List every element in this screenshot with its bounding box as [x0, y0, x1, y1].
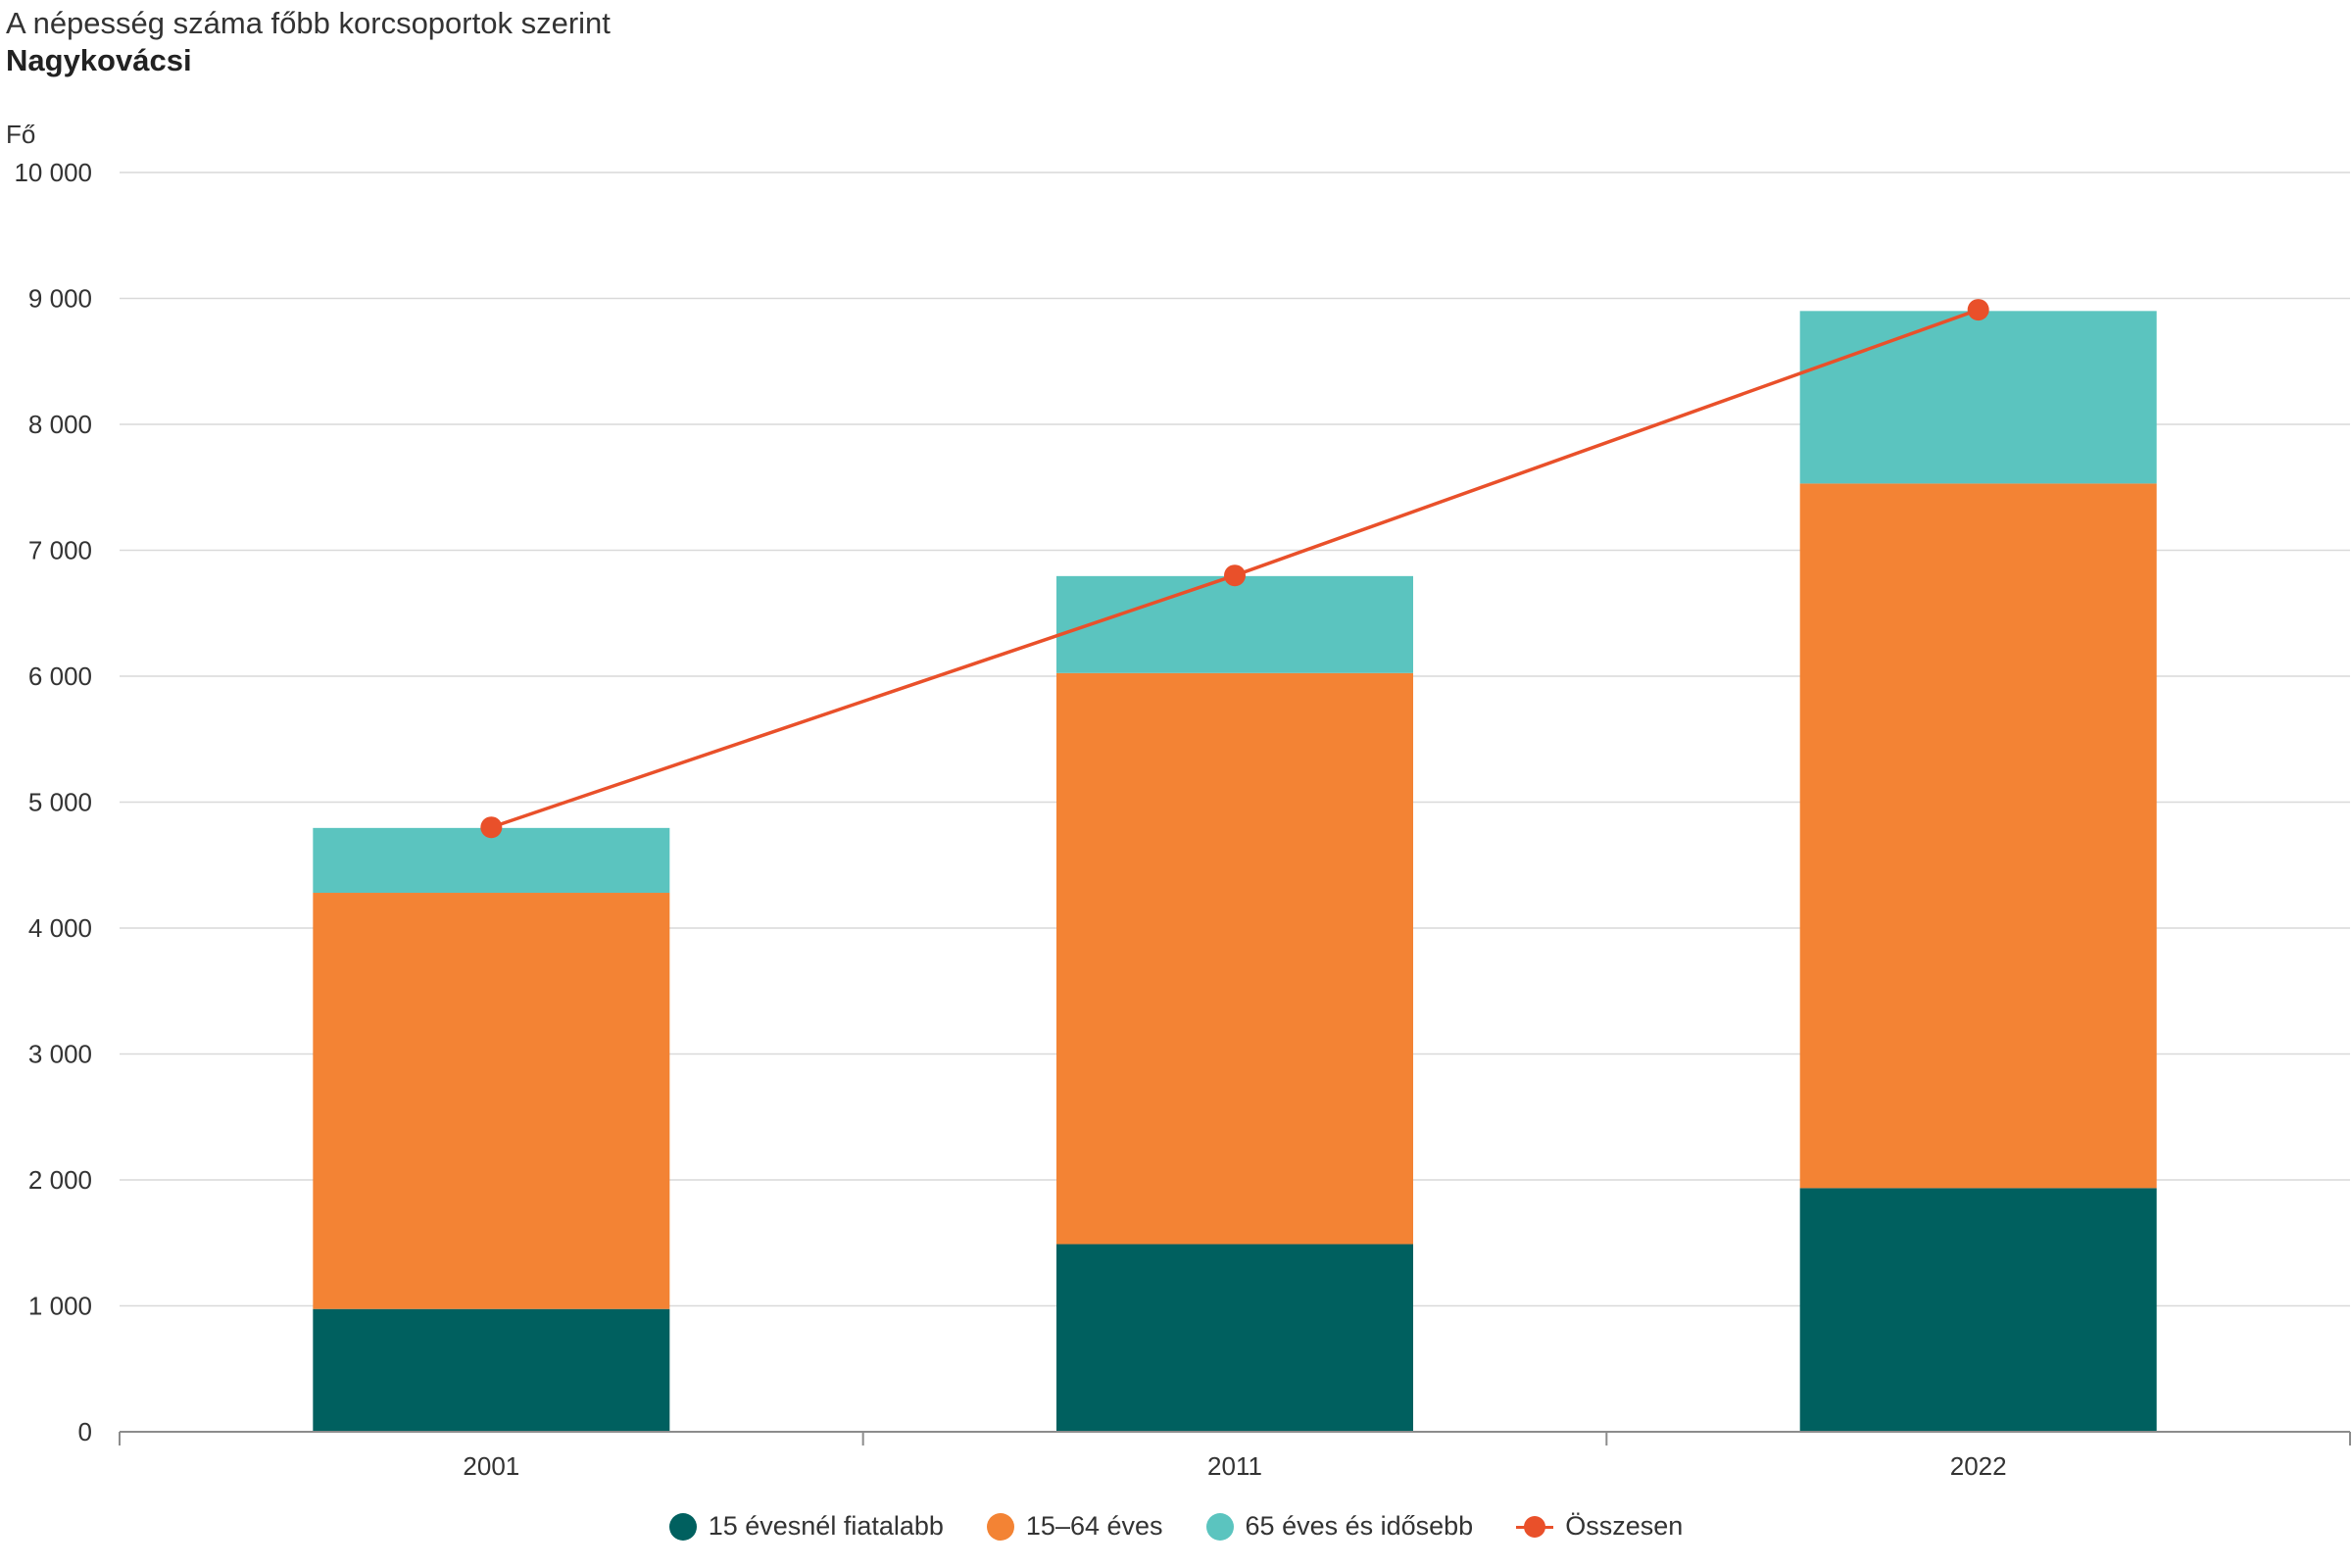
bar-segment	[1799, 311, 2157, 484]
y-tick-label: 1 000	[28, 1292, 92, 1321]
y-tick-label: 7 000	[28, 536, 92, 565]
legend-item[interactable]: 15 évesnél fiatalabb	[668, 1511, 944, 1542]
y-tick-label: 9 000	[28, 284, 92, 314]
y-axis-label: Fő	[6, 120, 35, 149]
y-tick-label: 6 000	[28, 662, 92, 691]
y-tick-label: 8 000	[28, 410, 92, 439]
bar-segment	[1799, 1188, 2157, 1432]
legend-item[interactable]: 15–64 éves	[986, 1511, 1163, 1542]
total-point	[1224, 564, 1246, 587]
total-point	[1967, 299, 1989, 321]
bar-segment	[313, 893, 670, 1309]
bars	[313, 311, 2157, 1432]
y-tick-label: 4 000	[28, 913, 92, 943]
x-tick-label: 2001	[463, 1451, 519, 1481]
legend-swatch	[668, 1512, 697, 1541]
chart-title: A népesség száma főbb korcsoportok szeri…	[6, 6, 611, 40]
total-line	[480, 299, 1989, 839]
bar-segment	[1056, 575, 1413, 673]
legend-label: 15–64 éves	[1025, 1511, 1163, 1541]
x-tick-label: 2022	[1950, 1451, 2007, 1481]
legend-label: Összesen	[1565, 1511, 1684, 1541]
legend-item[interactable]: 65 éves és idősebb	[1205, 1511, 1474, 1542]
y-tick-label: 10 000	[14, 158, 92, 187]
y-tick-label: 0	[78, 1417, 92, 1446]
legend-swatch	[1516, 1513, 1554, 1541]
legend-label: 65 éves és idősebb	[1245, 1511, 1474, 1541]
bar-segment	[1799, 483, 2157, 1189]
legend-swatch	[986, 1512, 1014, 1541]
chart-subtitle: Nagykovácsi	[6, 43, 192, 77]
legend-swatch	[1205, 1512, 1234, 1541]
bar-segment	[1056, 1244, 1413, 1432]
y-tick-label: 3 000	[28, 1040, 92, 1069]
axes: 0 1 000 2 000 3 000 4 000 5 000 6 000 7 000 8 00…	[6, 120, 2351, 1481]
bar-segment	[313, 1308, 670, 1432]
y-tick-label: 2 000	[28, 1165, 92, 1195]
legend-label: 15 évesnél fiatalabb	[708, 1511, 944, 1541]
bar-segment	[1056, 672, 1413, 1245]
y-tick-label: 5 000	[28, 788, 92, 817]
legend: 15 évesnél fiatalabb 15–64 éves 65 éves és…	[0, 1511, 2352, 1542]
x-tick-label: 2011	[1207, 1451, 1262, 1481]
legend-item[interactable]: Összesen	[1516, 1511, 1683, 1542]
bar-segment	[313, 827, 670, 894]
total-point	[480, 816, 503, 839]
